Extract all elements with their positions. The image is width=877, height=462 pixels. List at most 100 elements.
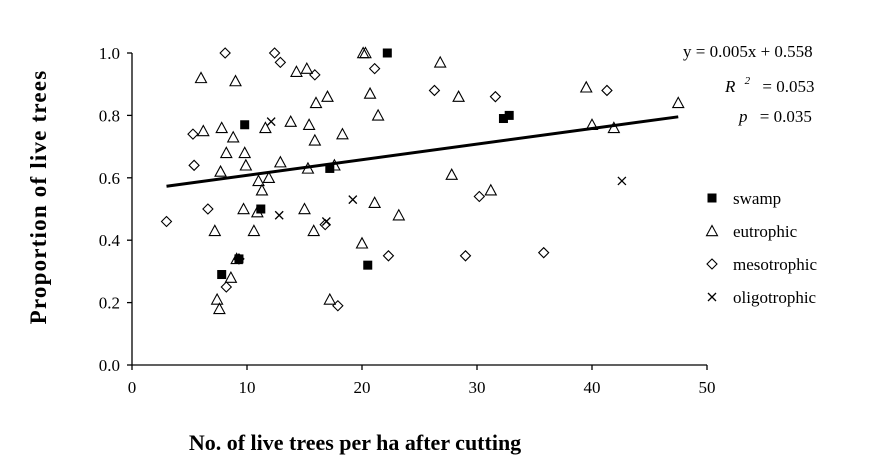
axes: 0 10 20 30 40 50 0.0 0.2 0.4 0.6 0.8 1.0: [99, 44, 716, 397]
y-tick-label: 0.8: [99, 106, 120, 125]
mesotrophic-point: [219, 47, 231, 59]
eutrophic-point: [359, 46, 372, 59]
eutrophic-point: [194, 71, 208, 84]
eutrophic-point: [302, 118, 316, 130]
mesotrophic-point: [489, 90, 502, 103]
legend-eutrophic-label: eutrophic: [733, 222, 798, 241]
eutrophic-point: [298, 202, 311, 215]
swamp-point: [363, 260, 373, 270]
legend-swamp-label: swamp: [733, 189, 781, 208]
eutrophic-point: [336, 127, 349, 140]
eutrophic-point: [290, 65, 303, 77]
mesotrophic-point: [428, 84, 441, 97]
x-ticks: 0 10 20 30 40 50: [128, 365, 716, 397]
eutrophic-point: [262, 171, 276, 184]
eutrophic-point: [368, 196, 382, 208]
x-axis-title: No. of live trees per ha after cutting: [189, 430, 521, 455]
regression-annotation: y = 0.005x + 0.558 R 2 = 0.053 p = 0.035: [683, 42, 814, 126]
legend: swamp eutrophic mesotrophic oligotrophic: [705, 189, 817, 307]
eutrophic-point: [309, 96, 323, 109]
eutrophic-point: [208, 224, 222, 237]
eutrophic-point: [321, 90, 334, 102]
mesotrophic-point: [309, 69, 321, 81]
swamp-point: [217, 270, 227, 280]
legend-oligotrophic-marker: [707, 292, 717, 302]
eutrophic-point: [433, 55, 447, 68]
swamp-point: [256, 204, 266, 214]
eutrophic-point: [215, 121, 229, 134]
eutrophic-point: [273, 155, 287, 168]
eutrophic-point: [214, 164, 227, 177]
eutrophic-point: [229, 74, 242, 87]
eutrophic-point: [300, 61, 314, 74]
r-squared-value: = 0.053: [762, 77, 814, 96]
eutrophic-point: [226, 130, 240, 143]
eutrophic-point: [308, 133, 322, 146]
legend-mesotrophic-marker: [706, 258, 718, 270]
r-squared-label: R 2 = 0.053: [724, 69, 814, 96]
swamp-point: [382, 48, 392, 58]
mesotrophic-point: [274, 56, 287, 69]
eutrophic-point: [224, 270, 238, 283]
eutrophic-point: [607, 121, 621, 134]
mesotrophic-point: [233, 253, 245, 265]
y-tick-label: 0.0: [99, 356, 120, 375]
regression-equation: y = 0.005x + 0.558: [683, 42, 813, 61]
eutrophic-point: [579, 80, 593, 93]
y-tick-label: 0.2: [99, 294, 120, 313]
eutrophic-point: [671, 96, 685, 109]
mesotrophic-point: [268, 47, 281, 59]
x-tick-label: 40: [584, 378, 601, 397]
mesotrophic-point: [382, 250, 395, 262]
eutrophic-point: [238, 146, 252, 159]
r-superscript: 2: [745, 75, 751, 87]
p-value-label: p = 0.035: [738, 107, 812, 126]
legend-mesotrophic-label: mesotrophic: [733, 255, 817, 274]
eutrophic-point: [219, 146, 233, 159]
oligotrophic-point: [274, 210, 284, 220]
eutrophic-point: [371, 108, 385, 121]
mesotrophic-point: [160, 215, 173, 228]
mesotrophic-point: [601, 84, 613, 97]
x-tick-label: 50: [699, 378, 716, 397]
eutrophic-point: [255, 183, 269, 196]
mesotrophic-point: [332, 299, 344, 312]
mesotrophic-point: [188, 159, 200, 172]
swamp-point: [234, 254, 244, 264]
eutrophic-point: [307, 224, 321, 237]
data-points: [160, 46, 685, 315]
x-tick-label: 20: [354, 378, 371, 397]
swamp-point: [504, 110, 514, 120]
oligotrophic-point: [348, 195, 358, 205]
mesotrophic-point: [459, 250, 472, 262]
y-axis-title: Proportion of live trees: [26, 70, 51, 325]
oligotrophic-point: [321, 217, 331, 226]
p-value: = 0.035: [760, 107, 812, 126]
swamp-point: [498, 114, 508, 124]
eutrophic-point: [284, 114, 298, 127]
eutrophic-point: [484, 183, 498, 196]
eutrophic-point: [452, 90, 466, 102]
eutrophic-point: [258, 121, 272, 134]
r-symbol: R: [724, 77, 736, 96]
oligotrophic-point: [617, 176, 627, 186]
mesotrophic-point: [202, 203, 214, 215]
oligotrophic-point: [266, 117, 276, 127]
eutrophic-point: [363, 86, 377, 99]
legend-eutrophic-marker: [705, 224, 719, 237]
mesotrophic-point: [220, 281, 233, 293]
mesotrophic-point: [537, 246, 550, 259]
y-tick-label: 0.6: [99, 169, 120, 188]
eutrophic-point: [252, 174, 265, 187]
eutrophic-point: [237, 202, 250, 215]
y-ticks: 0.0 0.2 0.4 0.6 0.8 1.0: [99, 44, 132, 375]
legend-oligotrophic-label: oligotrophic: [733, 288, 817, 307]
eutrophic-point: [212, 302, 226, 315]
eutrophic-point: [392, 208, 406, 221]
mesotrophic-point: [368, 62, 381, 75]
x-tick-label: 0: [128, 378, 137, 397]
eutrophic-point: [355, 236, 369, 249]
y-tick-label: 0.4: [99, 231, 121, 250]
eutrophic-point: [247, 224, 261, 237]
